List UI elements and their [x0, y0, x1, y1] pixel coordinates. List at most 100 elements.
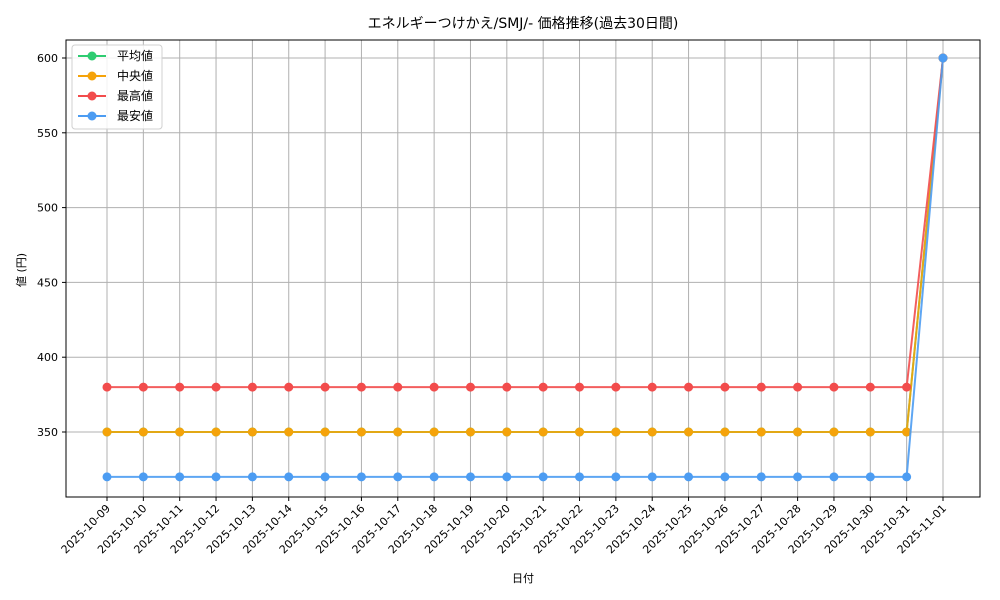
- legend-marker-icon: [87, 51, 97, 61]
- data-point: [284, 472, 294, 482]
- data-point: [793, 427, 803, 437]
- data-point: [211, 472, 221, 482]
- data-point: [102, 427, 112, 437]
- legend-item: 最高値: [78, 88, 153, 103]
- data-point: [793, 472, 803, 482]
- data-point: [356, 427, 366, 437]
- data-point: [902, 382, 912, 392]
- data-point: [720, 382, 730, 392]
- data-point: [756, 472, 766, 482]
- series-line: [102, 53, 948, 437]
- data-point: [865, 427, 875, 437]
- data-point: [720, 472, 730, 482]
- data-point: [611, 382, 621, 392]
- data-point: [538, 427, 548, 437]
- data-point: [102, 472, 112, 482]
- legend-label: 中央値: [117, 68, 153, 83]
- legend-item: 平均値: [78, 48, 153, 63]
- data-point: [720, 427, 730, 437]
- data-point: [684, 472, 694, 482]
- data-point: [465, 472, 475, 482]
- data-point: [320, 427, 330, 437]
- data-point: [356, 472, 366, 482]
- data-series: [102, 53, 948, 482]
- data-point: [247, 472, 257, 482]
- data-point: [502, 427, 512, 437]
- legend-label: 最安値: [117, 108, 153, 123]
- plot-frame: [65, 39, 981, 498]
- data-point: [647, 472, 657, 482]
- legend-item: 最安値: [78, 108, 153, 123]
- data-point: [138, 472, 148, 482]
- legend-item: 中央値: [78, 68, 153, 83]
- data-point: [829, 472, 839, 482]
- data-point: [175, 382, 185, 392]
- data-point: [138, 382, 148, 392]
- data-point: [575, 472, 585, 482]
- data-point: [320, 382, 330, 392]
- legend-label: 最高値: [117, 88, 153, 103]
- x-axis-label: 日付: [512, 572, 534, 585]
- data-point: [465, 382, 475, 392]
- data-point: [211, 427, 221, 437]
- data-point: [138, 427, 148, 437]
- data-point: [538, 472, 548, 482]
- series-line: [102, 53, 948, 482]
- data-point: [393, 427, 403, 437]
- data-point: [247, 427, 257, 437]
- data-point: [102, 382, 112, 392]
- y-tick-label: 400: [37, 351, 58, 364]
- legend-label: 平均値: [117, 48, 153, 63]
- data-point: [502, 382, 512, 392]
- data-point: [284, 427, 294, 437]
- data-point: [829, 382, 839, 392]
- data-point: [793, 382, 803, 392]
- data-point: [320, 472, 330, 482]
- legend-marker-icon: [87, 111, 97, 121]
- data-point: [647, 382, 657, 392]
- data-point: [865, 472, 875, 482]
- data-point: [938, 53, 948, 63]
- series-line: [102, 53, 948, 437]
- legend-marker-icon: [87, 91, 97, 101]
- data-point: [865, 382, 875, 392]
- data-point: [175, 472, 185, 482]
- data-point: [756, 382, 766, 392]
- legend-box: [71, 44, 163, 130]
- data-point: [575, 427, 585, 437]
- data-point: [611, 427, 621, 437]
- legend-marker-icon: [87, 71, 97, 81]
- y-axis-label: 値 (円): [15, 253, 28, 287]
- grid-lines: [66, 40, 980, 497]
- x-axis-ticks: 2025-10-092025-10-102025-10-112025-10-12…: [59, 497, 949, 556]
- data-point: [247, 382, 257, 392]
- y-tick-label: 450: [37, 276, 58, 289]
- data-point: [356, 382, 366, 392]
- data-point: [175, 427, 185, 437]
- data-point: [429, 472, 439, 482]
- data-point: [575, 382, 585, 392]
- data-point: [284, 382, 294, 392]
- data-point: [429, 427, 439, 437]
- data-point: [502, 472, 512, 482]
- data-point: [393, 472, 403, 482]
- data-point: [611, 472, 621, 482]
- y-axis-ticks: 350 400 450 500 550 600: [37, 52, 66, 439]
- data-point: [902, 472, 912, 482]
- data-point: [684, 382, 694, 392]
- data-point: [756, 427, 766, 437]
- data-point: [538, 382, 548, 392]
- y-tick-label: 600: [37, 52, 58, 65]
- data-point: [393, 382, 403, 392]
- y-tick-label: 350: [37, 426, 58, 439]
- data-point: [429, 382, 439, 392]
- data-point: [829, 427, 839, 437]
- y-tick-label: 500: [37, 202, 58, 215]
- data-point: [684, 427, 694, 437]
- y-tick-label: 550: [37, 127, 58, 140]
- data-point: [465, 427, 475, 437]
- data-point: [211, 382, 221, 392]
- data-point: [647, 427, 657, 437]
